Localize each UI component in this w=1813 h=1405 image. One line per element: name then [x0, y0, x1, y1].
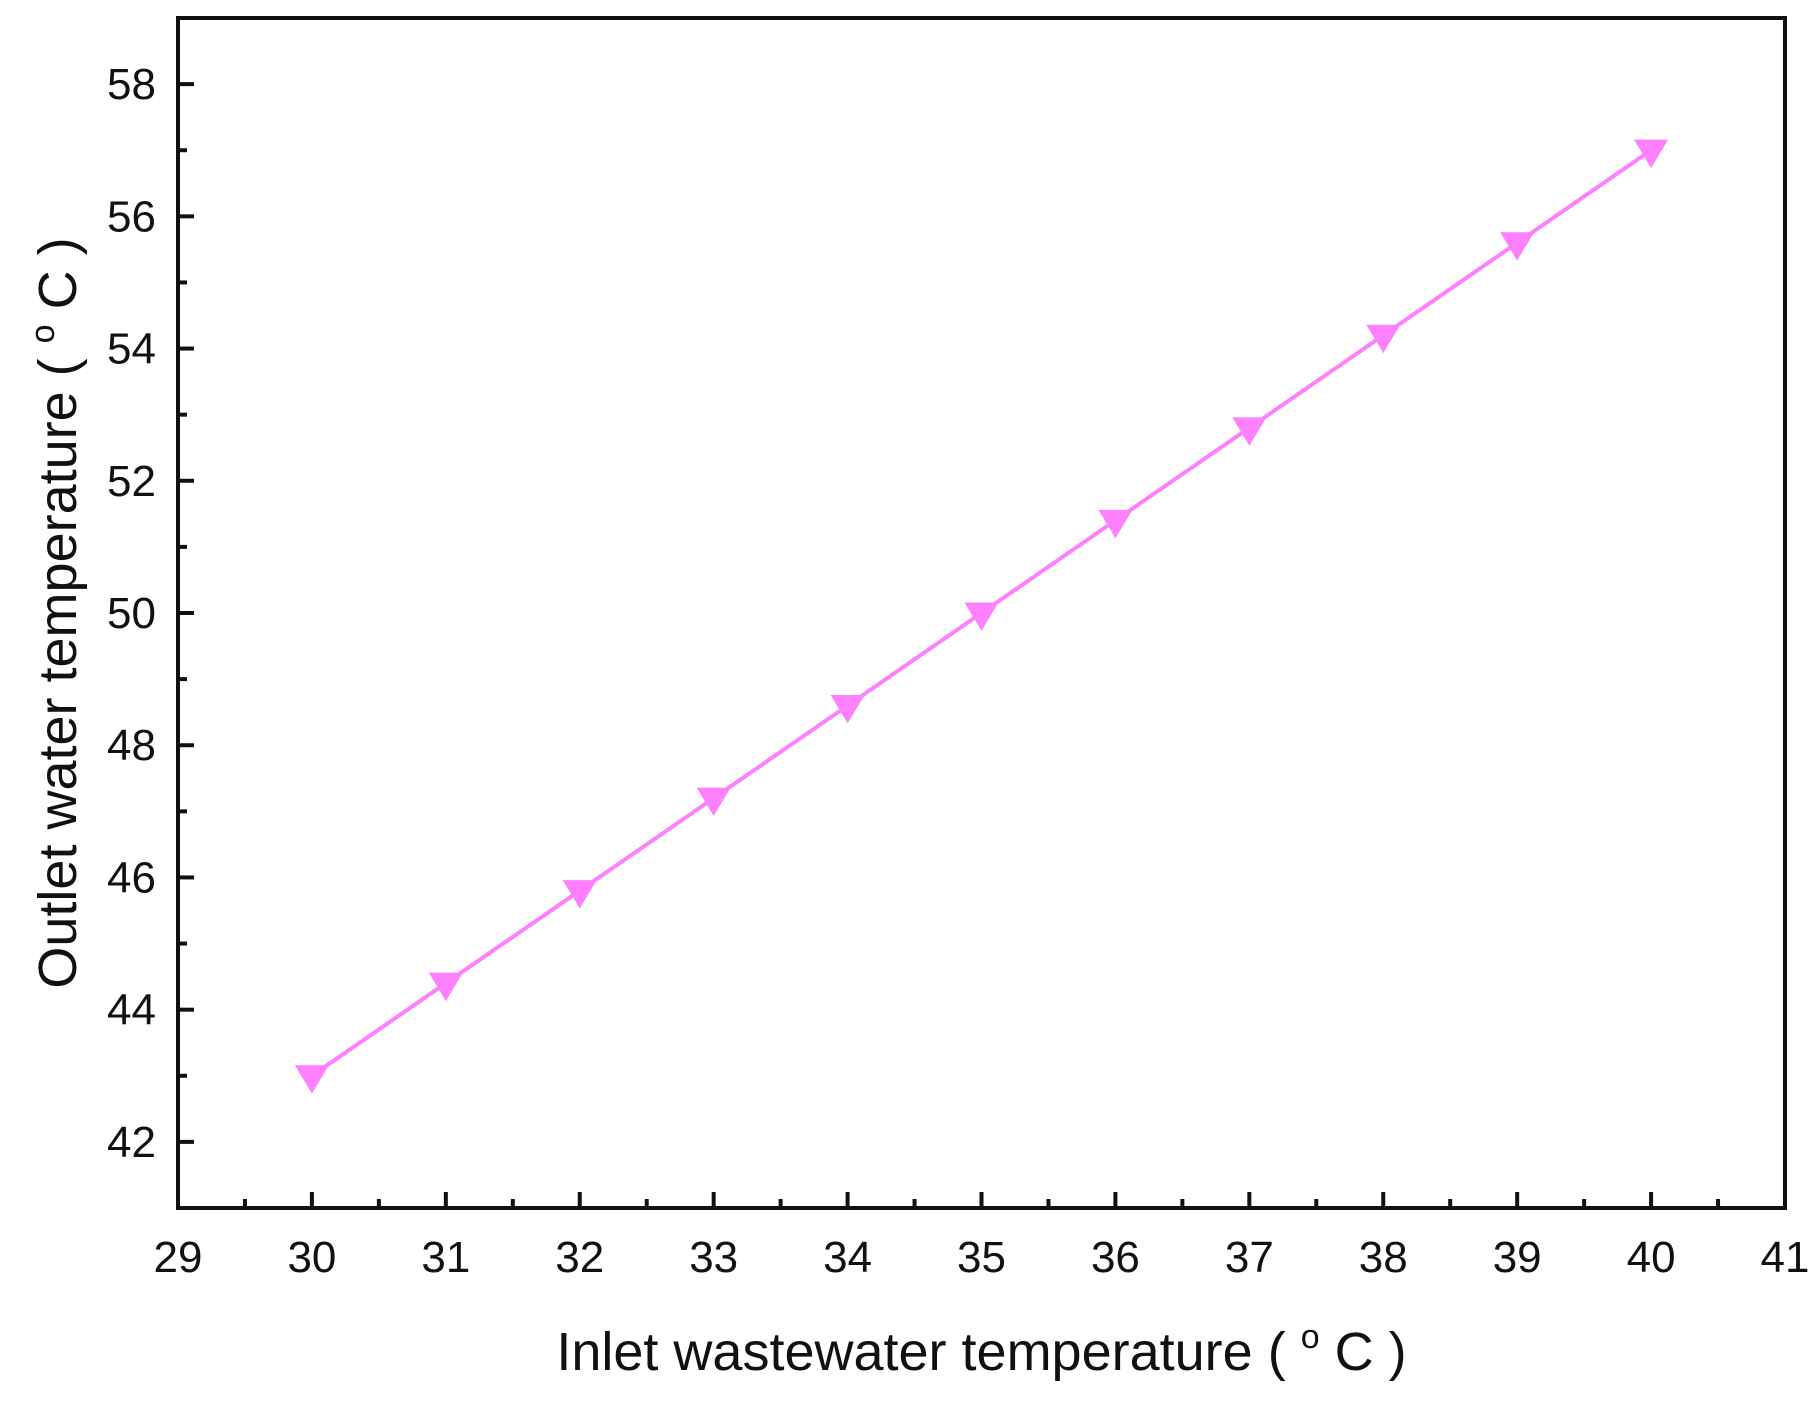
- tick-labels: 29 30 31 32 33 34 35 36 37 38 39 40 41 42 44 46 48 50 52 54…: [107, 60, 1809, 1282]
- y-axis-title-text: Outlet water temperature: [28, 391, 88, 988]
- y-axis-unit-degree: o: [24, 324, 62, 343]
- data-point-marker: [964, 602, 999, 631]
- data-point-marker: [1232, 417, 1267, 446]
- y-tick-label: 44: [107, 986, 156, 1035]
- data-point-marker: [1634, 139, 1669, 169]
- data-point-marker: [428, 972, 463, 1002]
- y-tick-label: 54: [107, 325, 156, 374]
- axis-ticks: [176, 82, 1787, 1208]
- y-axis-unit-close: ): [28, 237, 88, 255]
- y-tick-label: 48: [107, 721, 156, 770]
- y-tick-label: 46: [107, 853, 156, 902]
- x-axis-unit-degree: o: [1301, 1318, 1320, 1356]
- y-tick-label: 42: [107, 1118, 156, 1167]
- y-tick-label: 56: [107, 192, 156, 241]
- y-tick-label: 52: [107, 457, 156, 506]
- data-point-marker: [294, 1065, 329, 1094]
- x-tick-label: 37: [1225, 1233, 1274, 1282]
- data-point-marker: [562, 880, 597, 909]
- x-axis-title: Inlet wastewater temperature ( o C ): [556, 1300, 1406, 1382]
- x-tick-label: 41: [1761, 1233, 1810, 1282]
- data-point-marker: [1366, 324, 1401, 354]
- x-tick-label: 31: [421, 1233, 470, 1282]
- data-point-marker: [696, 787, 731, 816]
- x-tick-label: 38: [1359, 1233, 1408, 1282]
- x-axis-unit-close: ): [1389, 1322, 1407, 1382]
- x-axis-title-text: Inlet wastewater temperature: [556, 1322, 1252, 1382]
- y-tick-label: 50: [107, 589, 156, 638]
- data-point-marker: [1500, 232, 1535, 261]
- data-point-marker: [1098, 509, 1133, 539]
- x-tick-label: 30: [287, 1233, 336, 1282]
- x-tick-label: 29: [154, 1233, 203, 1282]
- y-axis-title: Outlet water temperature ( o C ): [6, 237, 88, 988]
- x-tick-label: 40: [1627, 1233, 1676, 1282]
- plot-frame: [176, 16, 1787, 1210]
- x-tick-label: 36: [1091, 1233, 1140, 1282]
- x-tick-label: 35: [957, 1233, 1006, 1282]
- x-tick-label: 32: [555, 1233, 604, 1282]
- y-axis-unit-open: (: [28, 358, 88, 376]
- series-layer: [294, 139, 1669, 1094]
- y-tick-label: 58: [107, 60, 156, 109]
- x-tick-label: 33: [689, 1233, 738, 1282]
- x-tick-label: 34: [823, 1233, 872, 1282]
- x-axis-unit-open: (: [1268, 1322, 1286, 1382]
- data-point-marker: [830, 695, 865, 724]
- x-tick-label: 39: [1493, 1233, 1542, 1282]
- y-axis-unit-letter: C: [28, 270, 88, 309]
- x-axis-unit-letter: C: [1335, 1322, 1374, 1382]
